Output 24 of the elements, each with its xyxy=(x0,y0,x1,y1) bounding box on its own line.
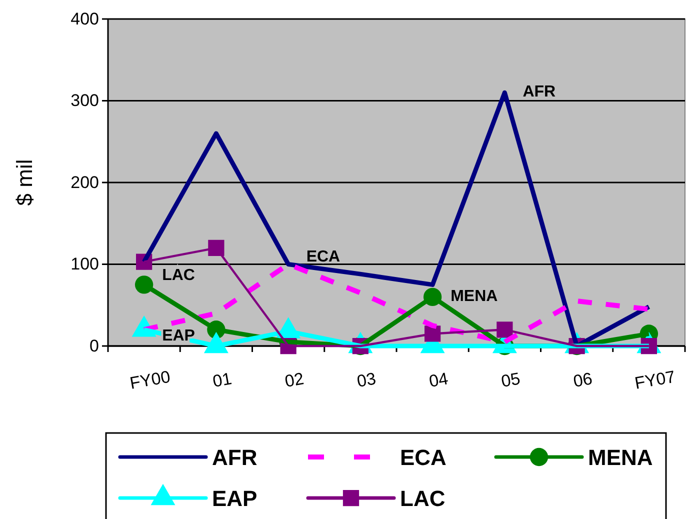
y-tick-label: 0 xyxy=(90,336,99,356)
annotation: ECA xyxy=(306,248,341,266)
annotation: LAC xyxy=(162,266,196,284)
annotation: EAP xyxy=(162,328,196,345)
legend-label: EAP xyxy=(212,486,258,511)
x-tick-label: 05 xyxy=(500,369,522,392)
x-tick-label: FY00 xyxy=(128,367,172,393)
y-tick-label: 100 xyxy=(70,254,99,274)
x-tick-label: 06 xyxy=(572,369,594,392)
legend-label: LAC xyxy=(400,486,446,511)
legend-label: AFR xyxy=(212,445,258,470)
legend-label: ECA xyxy=(400,445,447,470)
y-axis-title: $ mil xyxy=(12,159,37,206)
annotation: AFR xyxy=(522,84,556,101)
legend-label: MENA xyxy=(588,445,653,470)
x-tick-label: 03 xyxy=(355,369,378,392)
x-tick-label: FY07 xyxy=(633,367,677,393)
x-tick-label: 01 xyxy=(211,369,234,392)
y-tick-label: 300 xyxy=(70,91,99,110)
x-tick-label: 04 xyxy=(428,369,450,392)
x-tick-label: 02 xyxy=(283,369,306,392)
annotation: MENA xyxy=(450,288,498,305)
y-tick-label: 200 xyxy=(70,172,99,192)
y-tick-label: 400 xyxy=(70,9,99,28)
